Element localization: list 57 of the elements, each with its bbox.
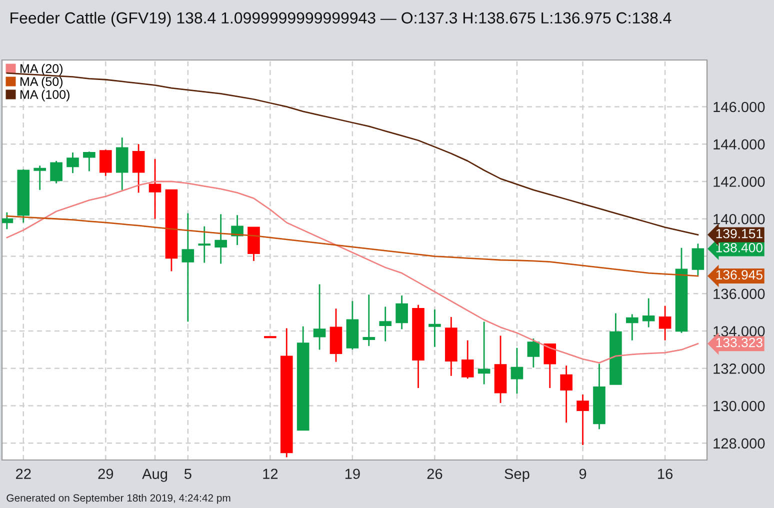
y-tick-label: 128.000 [714, 438, 765, 449]
data-label: 136.945 [716, 270, 762, 280]
candlestick [461, 340, 474, 380]
y-tick-label: 140.000 [714, 214, 765, 224]
data-label: 133.323 [716, 338, 762, 348]
candlestick [313, 284, 326, 350]
candlestick [428, 308, 441, 348]
candlestick [510, 347, 524, 394]
line-series [6, 180, 699, 364]
x-tick-label: 16 [658, 468, 673, 480]
candlestick [658, 305, 672, 342]
text: 138.400 [716, 242, 763, 252]
candlestick [34, 164, 46, 191]
line-series [6, 215, 699, 277]
data-label: 139.151 [716, 228, 762, 238]
candlestick [379, 306, 392, 342]
x-tick-label: 26 [427, 468, 442, 480]
candlestick [83, 150, 96, 172]
x-tick-label: Sep [504, 468, 530, 482]
x-tick-label: 19 [345, 468, 360, 480]
chart-title: Feeder Cattle (GFV19) 138.4 1.0999999999999943 — O:137.3 H:138.675 L:136.975 C:138.4 [10, 12, 672, 27]
candlestick [478, 320, 490, 385]
x-tick-label: 5 [184, 468, 192, 480]
candlestick [544, 343, 556, 389]
candlestick [132, 143, 145, 194]
y-tick-label: 136.000 [714, 288, 765, 300]
candlestick [50, 160, 62, 184]
candlestick [692, 242, 704, 276]
candlestick [560, 364, 572, 424]
candlestick [198, 226, 211, 264]
x-tick-label: 22 [16, 468, 31, 479]
candlestick [576, 394, 589, 446]
candlestick [214, 214, 227, 264]
candlestick [100, 149, 112, 177]
y-tick-label: 134.000 [714, 326, 765, 336]
y-tick-label: 132.000 [714, 364, 765, 374]
candlestick [66, 152, 79, 174]
candlestick [396, 294, 408, 330]
x-tick-label: 29 [98, 468, 114, 480]
y-tick-label: 142.000 [714, 176, 765, 187]
x-tick-label: Aug [142, 468, 168, 482]
legend-label: MA (20) [20, 64, 62, 76]
candlestick [182, 212, 194, 322]
text: Generated on September 18th 2019, 4:24:42 pm [6, 494, 230, 504]
candlestick [362, 294, 376, 347]
y-tick-label: 144.000 [714, 139, 765, 150]
legend-label: MA (100) [20, 90, 70, 102]
y-tick-label: 130.000 [714, 400, 765, 412]
x-tick-label: 12 [263, 468, 278, 479]
candlestick [626, 314, 638, 342]
candlestick [527, 338, 540, 368]
candlestick [2, 212, 14, 230]
y-tick-label: 146.000 [714, 102, 765, 112]
legend-label: MA (50) [20, 76, 62, 88]
candlestick [642, 298, 655, 328]
candlestick [148, 158, 162, 220]
x-tick-label: 9 [579, 468, 586, 480]
